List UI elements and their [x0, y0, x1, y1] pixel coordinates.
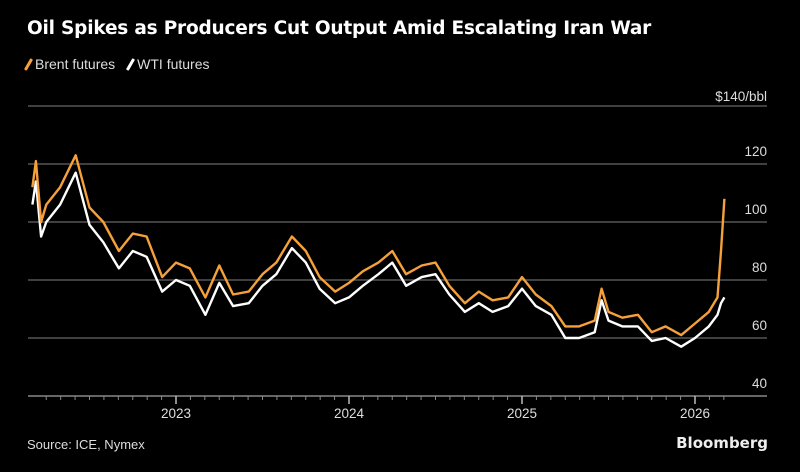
- x-tick-label: 2026: [680, 406, 710, 421]
- y-tick-label: 80: [752, 260, 767, 275]
- legend-item-brent: Brent futures: [23, 56, 116, 72]
- y-tick-label: 40: [752, 376, 767, 391]
- x-tick-label: 2023: [161, 406, 191, 421]
- legend-label-wti: WTI futures: [137, 56, 210, 72]
- series-line-brent: [31, 154, 726, 337]
- y-tick-label: 60: [752, 318, 767, 333]
- chart-title: Oil Spikes as Producers Cut Output Amid …: [27, 18, 652, 39]
- y-unit-label: $140/bbl: [715, 89, 767, 104]
- bloomberg-logo: Bloomberg: [676, 434, 768, 452]
- series-line-wti: [31, 171, 726, 348]
- x-tick-label: 2024: [334, 406, 365, 421]
- source-note: Source: ICE, Nymex: [27, 437, 145, 452]
- legend-label-brent: Brent futures: [35, 56, 116, 72]
- x-tick-label: 2025: [507, 406, 537, 421]
- y-tick-label: 120: [744, 144, 767, 159]
- legend-item-wti: WTI futures: [126, 56, 210, 72]
- y-tick-label: 100: [744, 202, 767, 217]
- legend: Brent futures WTI futures: [23, 56, 210, 72]
